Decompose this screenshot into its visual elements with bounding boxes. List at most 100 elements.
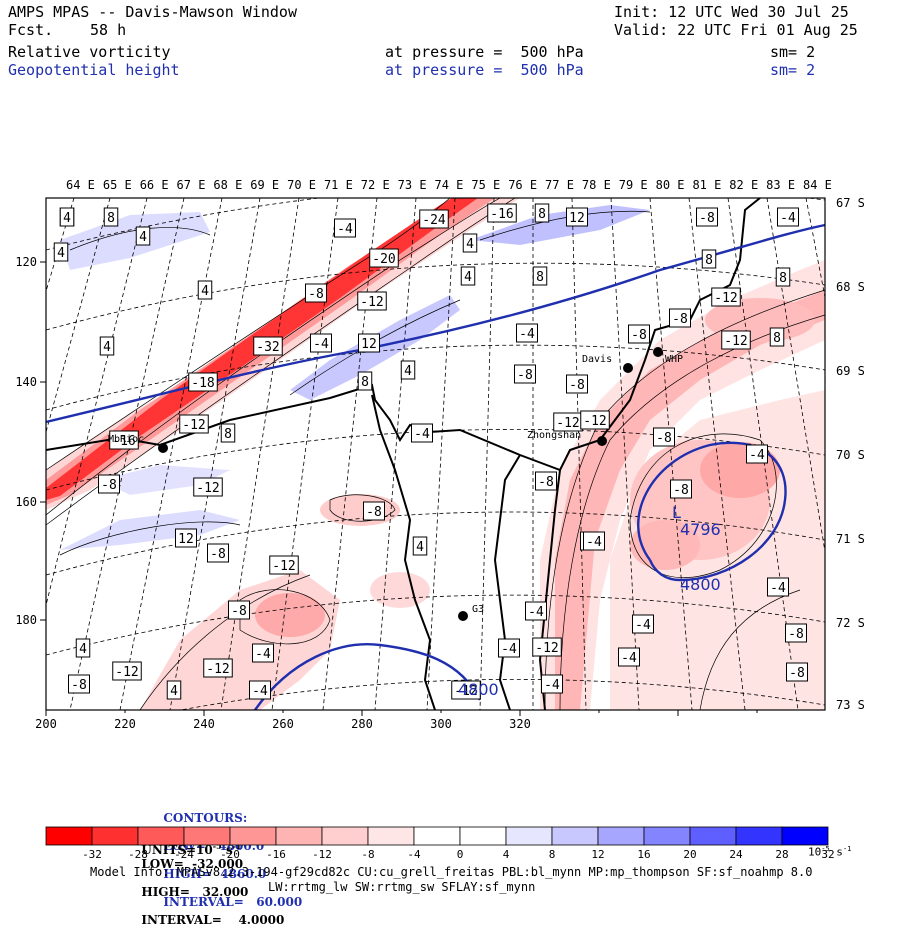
vorticity-label: -4 bbox=[618, 647, 640, 667]
vorticity-label: -12 bbox=[269, 555, 299, 575]
svg-text:-12: -12 bbox=[535, 641, 558, 656]
svg-text:-4: -4 bbox=[414, 427, 430, 442]
vort-legend-interval: INTERVAL= 4.0000 bbox=[141, 913, 285, 927]
svg-text:-4: -4 bbox=[252, 684, 268, 699]
svg-text:-12: -12 bbox=[454, 684, 477, 699]
field1-level: at pressure = 500 hPa bbox=[385, 43, 584, 61]
vort-legend-high: HIGH= 32.000 bbox=[141, 885, 249, 899]
vorticity-label: 4 bbox=[462, 233, 478, 253]
x-tick-label: 260 bbox=[272, 717, 294, 731]
vorticity-label: -32 bbox=[253, 336, 283, 356]
height-label: 4800 bbox=[458, 680, 499, 699]
colorbar-cell bbox=[413, 826, 461, 846]
vorticity-label: -12 bbox=[553, 412, 583, 432]
vorticity-label: 8 bbox=[769, 327, 785, 347]
latitude-label: 67 S bbox=[836, 196, 865, 210]
colorbar-tick-label: -4 bbox=[407, 848, 421, 861]
svg-text:-8: -8 bbox=[788, 627, 804, 642]
field2-name: Geopotential height bbox=[8, 61, 180, 79]
svg-text:4: 4 bbox=[416, 540, 424, 555]
vorticity-label: -4 bbox=[632, 614, 654, 634]
vorticity-label: -8 bbox=[669, 308, 691, 328]
vorticity-label: -12 bbox=[532, 637, 562, 657]
svg-text:8: 8 bbox=[536, 270, 544, 285]
svg-text:-8: -8 bbox=[672, 312, 688, 327]
vorticity-label: 4 bbox=[197, 280, 213, 300]
vorticity-label: 4 bbox=[400, 360, 416, 380]
svg-text:-12: -12 bbox=[724, 334, 747, 349]
colorbar-tick-label: 4 bbox=[503, 848, 510, 861]
svg-text:-4: -4 bbox=[749, 448, 765, 463]
station-dot-zhongshan bbox=[597, 436, 607, 446]
colorbar-tick-label: 0 bbox=[457, 848, 464, 861]
station-dot-g3 bbox=[458, 611, 468, 621]
svg-text:4: 4 bbox=[404, 364, 412, 379]
svg-text:4: 4 bbox=[103, 340, 111, 355]
colorbar-cell bbox=[505, 826, 553, 846]
latitude-label: 70 S bbox=[836, 448, 865, 462]
longitude-label: 64 E bbox=[66, 178, 95, 192]
forecast-label: Fcst. bbox=[8, 21, 54, 39]
colorbar-tick-label: -8 bbox=[361, 848, 374, 861]
vorticity-label: 4 bbox=[75, 638, 91, 658]
vorticity-label: 8 bbox=[103, 207, 119, 227]
height-legend-label: CONTOURS: bbox=[163, 811, 248, 825]
vorticity-label: -4 bbox=[767, 577, 789, 597]
vorticity-label: -4 bbox=[252, 643, 274, 663]
svg-text:-8: -8 bbox=[699, 211, 715, 226]
latitude-label: 73 S bbox=[836, 698, 865, 712]
station-label: G3 bbox=[472, 604, 484, 615]
latitude-label: 69 S bbox=[836, 364, 865, 378]
svg-text:-8: -8 bbox=[673, 483, 689, 498]
vorticity-label: 8 bbox=[534, 203, 550, 223]
svg-text:4: 4 bbox=[464, 270, 472, 285]
svg-text:-8: -8 bbox=[517, 368, 533, 383]
vorticity-label: -18 bbox=[188, 372, 218, 392]
y-tick-label: 180 bbox=[15, 613, 37, 627]
forecast-hour: 58 h bbox=[90, 21, 127, 39]
x-tick-label: 220 bbox=[114, 717, 136, 731]
vorticity-label: 8 bbox=[357, 371, 373, 391]
svg-text:12: 12 bbox=[361, 337, 377, 352]
field1-smooth: sm= 2 bbox=[770, 43, 816, 61]
vorticity-map: 4 8 4 4 -4 -24 -16 8 12 -8 -4 4 -20 4 8 8 -8 -12 -12 8 -8 4 -8… bbox=[15, 178, 865, 731]
vorticity-label: -4 bbox=[525, 601, 547, 621]
height-legend-high: HIGH= 4860.0 bbox=[163, 867, 267, 881]
vorticity-label: -8 bbox=[535, 471, 557, 491]
longitude-label: 78 E bbox=[582, 178, 611, 192]
vorticity-label-layer: 4 8 4 4 -4 -24 -16 8 12 -8 -4 4 -20 4 8 8 -8 -12 -12 8 -8 4 -8… bbox=[53, 203, 808, 700]
vorticity-label: -8 bbox=[786, 662, 808, 682]
parallel-lines bbox=[46, 198, 825, 710]
longitude-label: 68 E bbox=[213, 178, 242, 192]
vorticity-label: -8 bbox=[785, 623, 807, 643]
colorbar-tick-label: 24 bbox=[729, 848, 743, 861]
svg-text:-16: -16 bbox=[490, 207, 513, 222]
svg-text:-16: -16 bbox=[112, 434, 135, 449]
vorticity-label: -4 bbox=[746, 444, 768, 464]
longitude-label: 66 E bbox=[140, 178, 169, 192]
x-tick-label: 280 bbox=[351, 717, 373, 731]
colorbar-cell bbox=[459, 826, 507, 846]
longitude-label: 80 E bbox=[656, 178, 685, 192]
svg-text:-4: -4 bbox=[586, 535, 602, 550]
longitude-label: 79 E bbox=[619, 178, 648, 192]
colorbar-tick-label: 16 bbox=[637, 848, 650, 861]
x-tick-label: 240 bbox=[193, 717, 215, 731]
svg-text:-12: -12 bbox=[556, 416, 579, 431]
svg-text:4: 4 bbox=[139, 230, 147, 245]
colorbar-cell bbox=[321, 826, 369, 846]
vorticity-label: -8 bbox=[207, 543, 229, 563]
vorticity-label: -12 bbox=[112, 661, 142, 681]
longitude-label: 65 E bbox=[103, 178, 132, 192]
station-label: WHP bbox=[665, 354, 683, 365]
y-tick-label: 140 bbox=[15, 375, 37, 389]
coastline bbox=[46, 198, 761, 710]
vorticity-label: -4 bbox=[310, 333, 332, 353]
vorticity-label: 12 bbox=[175, 528, 197, 548]
svg-text:8: 8 bbox=[224, 427, 232, 442]
field2-smooth: sm= 2 bbox=[770, 61, 816, 79]
colorbar-tick-label: 20 bbox=[683, 848, 696, 861]
svg-text:-24: -24 bbox=[422, 213, 446, 228]
vorticity-label: -8 bbox=[98, 474, 120, 494]
vorticity-label: 8 bbox=[701, 249, 717, 269]
